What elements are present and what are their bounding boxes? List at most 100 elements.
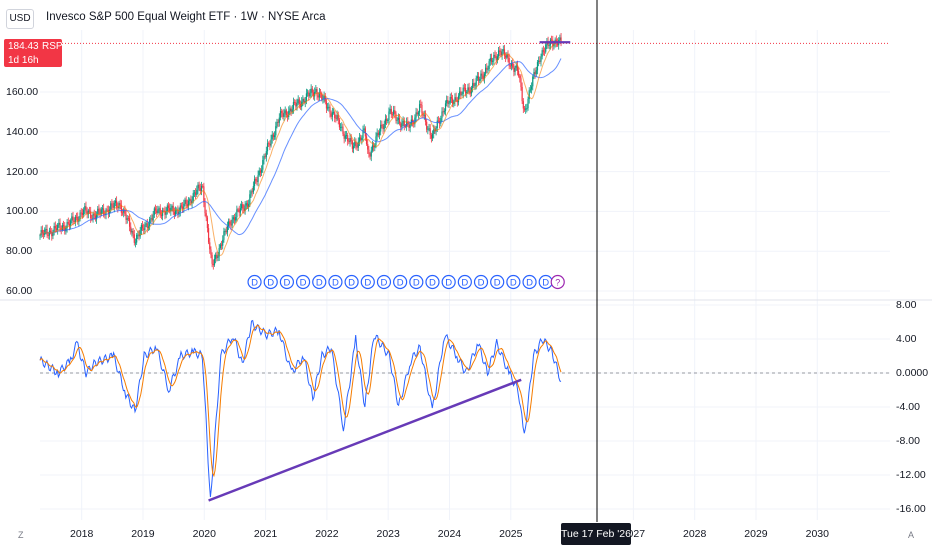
candle-body <box>466 91 468 94</box>
candle-body <box>246 203 249 207</box>
candle-body <box>294 102 296 103</box>
candle-body <box>80 212 82 214</box>
candle-body <box>220 244 223 246</box>
candle-body <box>327 107 329 109</box>
candle-body <box>462 87 464 94</box>
bar-countdown: 1d 16h <box>8 55 39 66</box>
candle-body <box>356 145 358 148</box>
candle-body <box>352 146 355 149</box>
crosshair-time-label: Tue 17 Feb '26 <box>561 523 631 545</box>
currency-label[interactable]: USD <box>6 9 34 29</box>
candle-body <box>529 89 531 91</box>
time-axis-label: 2023 <box>376 528 400 540</box>
candle-body <box>212 263 214 266</box>
time-axis-label: 2025 <box>499 528 523 540</box>
dividend-marker-label: D <box>397 278 404 289</box>
candle-body <box>321 93 323 100</box>
candle-body <box>136 235 138 243</box>
price-axis-label: 160.00 <box>6 86 39 98</box>
candle-body <box>202 185 204 187</box>
candle-body <box>436 120 438 128</box>
candle-body <box>474 85 476 87</box>
dividend-marker-label: D <box>251 278 258 289</box>
candle-body <box>229 221 231 225</box>
dividend-marker-label: D <box>267 278 274 289</box>
candle-body <box>45 228 47 230</box>
candle-body <box>240 204 243 209</box>
candle-body <box>404 125 407 127</box>
candle-body <box>120 204 122 213</box>
candle-body <box>178 211 180 215</box>
time-axis-label: 2018 <box>69 528 94 540</box>
candle-body <box>58 222 60 225</box>
candle-body <box>131 231 133 233</box>
candle-body <box>93 213 95 216</box>
candle-body <box>126 218 128 220</box>
candle-body <box>518 70 520 76</box>
candle-body <box>112 205 114 208</box>
candle-body <box>473 83 475 86</box>
candle-body <box>205 213 207 218</box>
candle-body <box>400 123 402 128</box>
candle-body <box>428 128 430 130</box>
candle-body <box>184 199 186 204</box>
time-axis-label: 2020 <box>192 528 216 540</box>
candle-body <box>47 235 49 236</box>
candle-body <box>501 50 503 56</box>
dividend-marker-label: D <box>478 278 485 289</box>
candle-body <box>348 141 350 143</box>
candle-body <box>204 202 206 214</box>
support-trendline <box>208 378 522 502</box>
candle-body <box>67 222 69 224</box>
dividend-marker <box>409 274 424 290</box>
candle-body <box>351 141 353 149</box>
candle-body <box>183 203 185 209</box>
candle-body <box>492 60 494 62</box>
candle-body <box>332 112 335 114</box>
candle-body <box>250 191 252 195</box>
candle-body <box>541 50 543 57</box>
candle-body <box>116 200 118 207</box>
candle-body <box>493 54 495 61</box>
candle-body <box>207 228 210 243</box>
candle-body <box>342 126 344 134</box>
dividend-marker <box>376 274 392 290</box>
candle-body <box>536 62 539 71</box>
auto-scale-button[interactable]: A <box>908 530 915 540</box>
candle-body <box>512 63 514 68</box>
candle-body <box>239 208 242 213</box>
candle-body <box>476 76 478 79</box>
candle-body <box>429 128 431 135</box>
time-axis-label: 2024 <box>437 528 462 540</box>
candle-body <box>282 112 284 117</box>
candle-body <box>272 134 275 138</box>
candle-body <box>171 205 173 208</box>
candle-body <box>382 125 384 130</box>
candle-body <box>123 209 125 213</box>
candle-body <box>266 143 269 152</box>
candle-body <box>377 132 379 136</box>
candle-body <box>413 122 415 125</box>
candle-body <box>182 206 184 209</box>
dividend-marker-label: D <box>316 278 323 289</box>
candle-body <box>252 186 254 193</box>
candle-body <box>190 199 192 204</box>
timezone-button[interactable]: Z <box>18 530 24 540</box>
candle-body <box>401 122 403 128</box>
candle-body <box>146 223 148 228</box>
candle-body <box>265 151 267 158</box>
candle-body <box>519 75 521 79</box>
candle-body <box>235 217 237 221</box>
candle-body <box>360 137 362 141</box>
candle-body <box>443 110 445 113</box>
candle-body <box>296 103 298 107</box>
candle-body <box>542 50 544 52</box>
candle-body <box>193 192 196 194</box>
candle-body <box>416 112 418 115</box>
candle-body <box>200 185 203 191</box>
candle-body <box>533 72 535 77</box>
candle-body <box>506 54 508 58</box>
candle-body <box>231 219 233 226</box>
